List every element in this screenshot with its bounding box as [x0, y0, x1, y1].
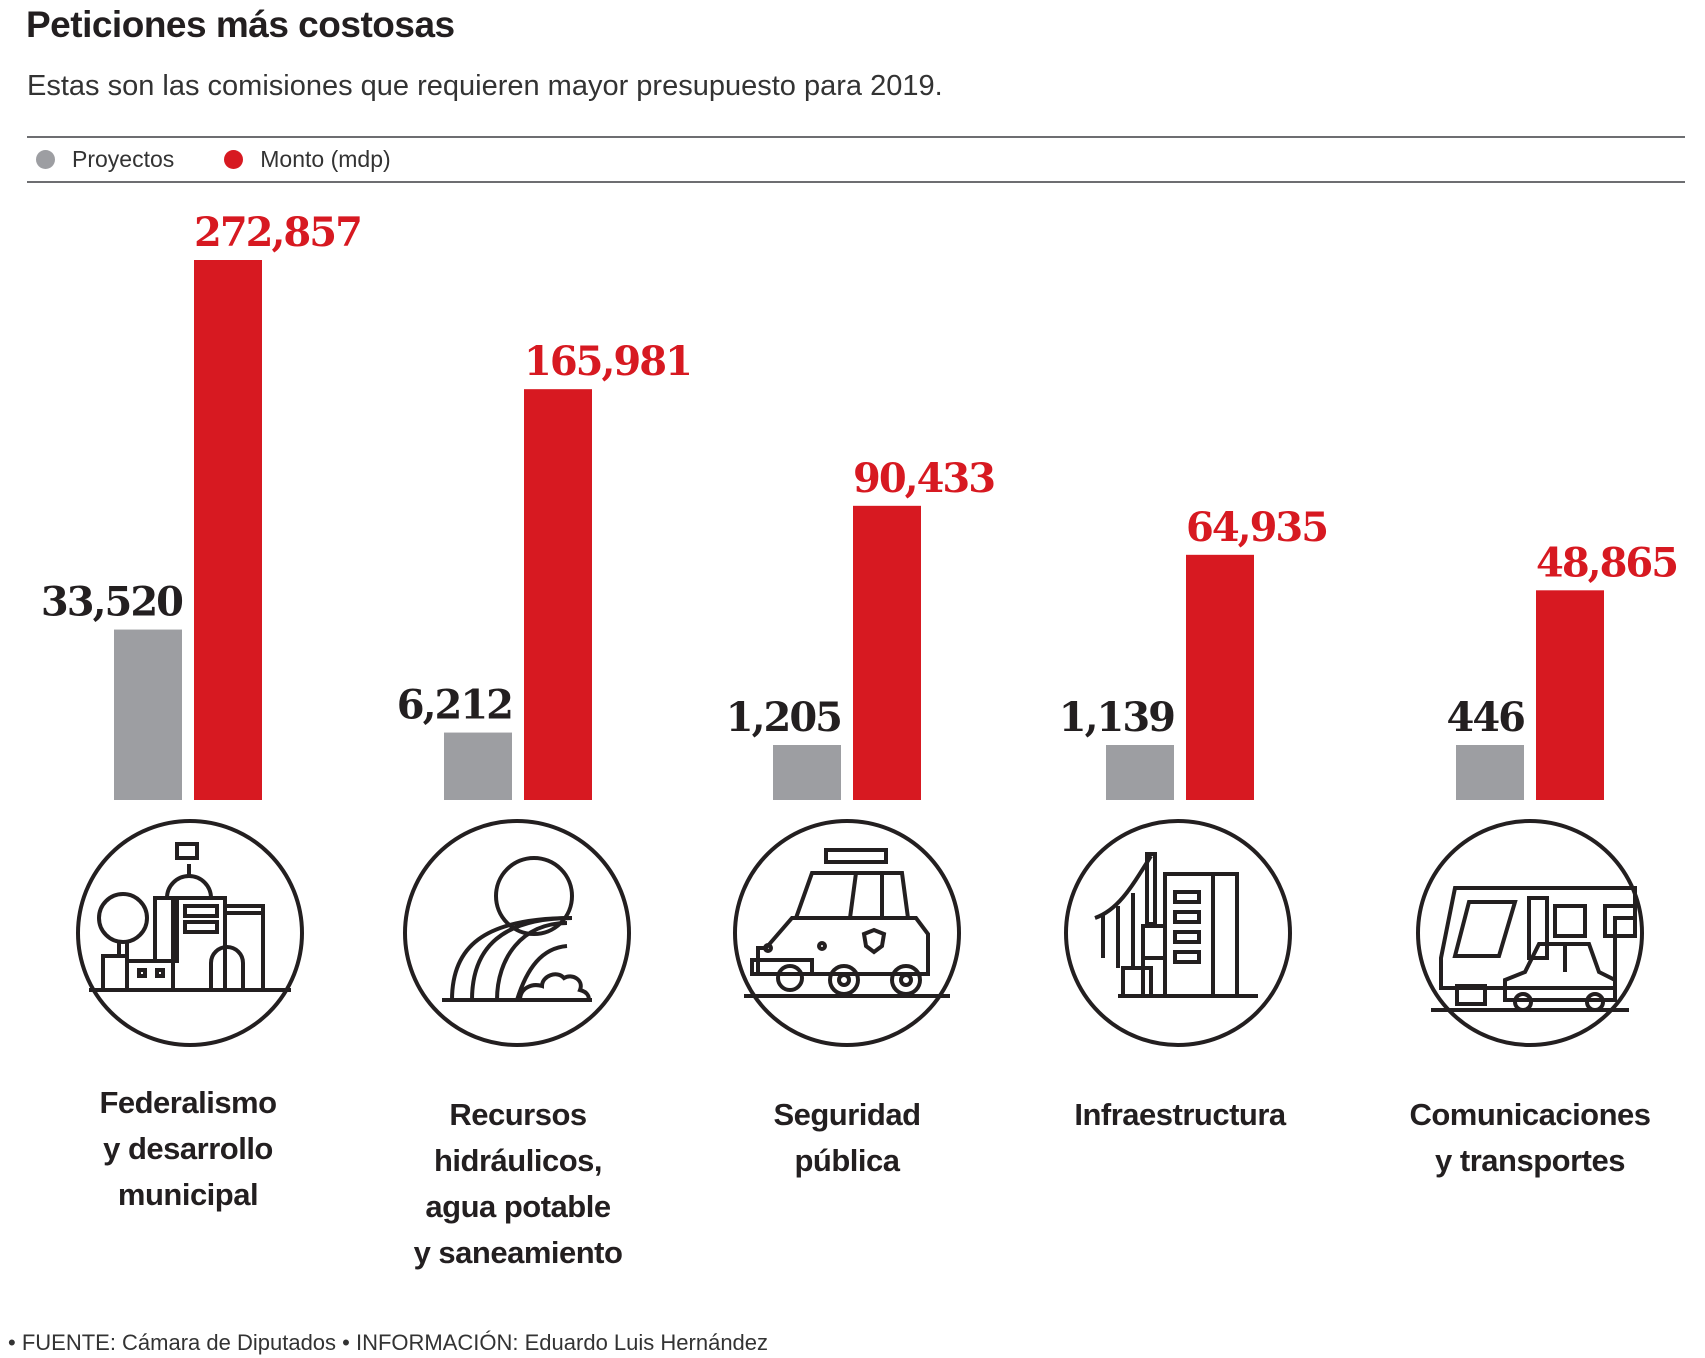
category-label-line: Federalismo: [99, 1085, 277, 1120]
category-label-line: municipal: [117, 1177, 259, 1212]
legend-top-rule: [27, 136, 1685, 138]
bar-monto: [853, 505, 921, 800]
bar-proyectos: [444, 732, 512, 800]
bar-monto: [194, 260, 262, 800]
category-label-line: hidráulicos,: [434, 1143, 602, 1178]
category-label-line: y transportes: [1435, 1143, 1625, 1178]
value-label-monto: 165,981: [524, 338, 691, 385]
bar-monto: [1186, 554, 1254, 800]
legend-item-proyectos: Proyectos: [36, 146, 174, 173]
footer-source: • FUENTE: Cámara de Diputados • INFORMAC…: [8, 1330, 769, 1355]
train-car-icon: [1416, 819, 1644, 1047]
category-label: Comunicaciones y transportes: [1380, 1092, 1680, 1184]
category-label-line: Comunicaciones: [1409, 1097, 1651, 1132]
bar-proyectos: [773, 745, 841, 800]
category-label: Seguridad pública: [697, 1092, 997, 1184]
value-label-proyectos: 1,205: [726, 694, 841, 741]
value-label-monto: 272,857: [194, 209, 361, 256]
value-label-proyectos: 33,520: [41, 579, 182, 626]
value-label-proyectos: 446: [1447, 694, 1525, 741]
chart-title: Peticiones más costosas: [26, 4, 455, 45]
city-hall-icon: [76, 819, 304, 1047]
category-label: Infraestructura: [1030, 1092, 1330, 1138]
police-car-icon: [733, 819, 961, 1047]
category-label-line: y saneamiento: [413, 1235, 623, 1270]
bar-proyectos: [1456, 745, 1524, 800]
value-label-monto: 90,433: [853, 455, 994, 502]
category-label-line: agua potable: [425, 1189, 611, 1224]
chart-subtitle: Estas son las comisiones que requieren m…: [27, 70, 943, 102]
bar-proyectos: [1106, 745, 1174, 800]
value-label-monto: 64,935: [1186, 504, 1327, 551]
legend-bottom-rule: [27, 181, 1685, 183]
category-label: Recursos hidráulicos, agua potable y saneam…: [368, 1092, 668, 1276]
category-label-line: Seguridad: [773, 1097, 921, 1132]
bar-monto: [524, 389, 592, 800]
legend-item-monto: Monto (mdp): [224, 146, 391, 173]
legend: Proyectos Monto (mdp): [36, 146, 441, 173]
value-label-proyectos: 1,139: [1059, 694, 1174, 741]
value-label-proyectos: 6,212: [397, 682, 512, 729]
category-label-line: Recursos: [449, 1097, 587, 1132]
value-label-monto: 48,865: [1536, 539, 1677, 586]
legend-label-proyectos: Proyectos: [72, 146, 175, 172]
bar-proyectos: [114, 629, 182, 800]
bar-monto: [1536, 590, 1604, 800]
bridge-building-icon: [1064, 819, 1292, 1047]
legend-swatch-proyectos: [36, 150, 55, 169]
legend-swatch-monto: [224, 150, 244, 169]
category-label-line: Infraestructura: [1074, 1097, 1286, 1132]
category-label-line: y desarrollo: [103, 1131, 273, 1166]
category-label: Federalismo y desarrollo municipal: [38, 1080, 338, 1218]
legend-label-monto: Monto (mdp): [260, 146, 391, 172]
waterfall-icon: [403, 819, 631, 1047]
category-label-line: pública: [794, 1143, 900, 1178]
